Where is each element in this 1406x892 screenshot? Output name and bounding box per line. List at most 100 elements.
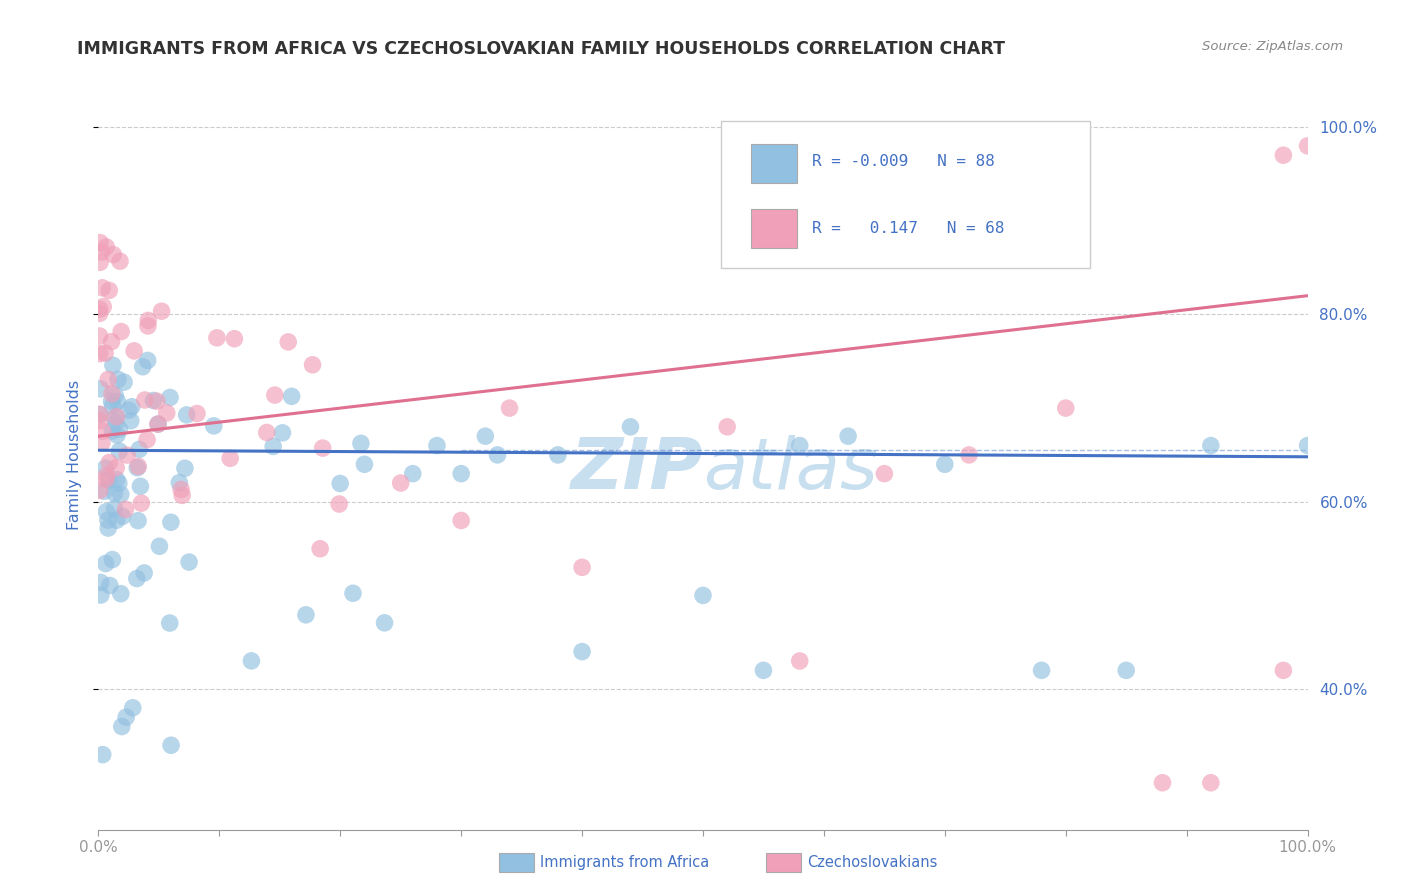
Point	[112, 375, 135, 389]
Point	[389, 476, 412, 491]
Point	[101, 386, 124, 401]
Point	[426, 439, 449, 453]
Point	[176, 408, 198, 422]
Point	[309, 541, 332, 556]
Point	[172, 488, 194, 502]
Point	[107, 394, 129, 409]
Point	[101, 399, 124, 413]
Point	[91, 300, 114, 314]
Point	[91, 425, 114, 439]
Text: Immigrants from Africa: Immigrants from Africa	[540, 855, 709, 870]
Point	[169, 475, 191, 490]
Point	[136, 433, 159, 447]
Point	[131, 496, 153, 510]
Point	[89, 306, 111, 320]
Point	[108, 476, 131, 491]
Point	[350, 436, 373, 450]
Point	[127, 460, 149, 475]
Point	[90, 588, 112, 602]
Point	[129, 479, 152, 493]
Point	[98, 578, 121, 592]
Point	[1152, 776, 1174, 790]
Point	[256, 425, 278, 440]
Point	[100, 394, 122, 409]
Point	[295, 607, 318, 622]
Point	[98, 456, 121, 470]
Point	[619, 419, 641, 434]
Point	[89, 483, 111, 498]
Point	[263, 388, 285, 402]
Point	[752, 664, 775, 678]
Point	[142, 393, 165, 408]
Point	[105, 460, 128, 475]
Point	[93, 484, 115, 499]
Point	[716, 419, 738, 434]
Point	[160, 739, 183, 753]
Point	[89, 347, 111, 361]
Point	[89, 235, 111, 250]
Point	[342, 586, 364, 600]
Point	[450, 467, 472, 481]
Point	[159, 615, 181, 630]
Point	[134, 392, 156, 407]
Point	[105, 428, 128, 442]
Text: Czechoslovakians: Czechoslovakians	[807, 855, 938, 870]
Point	[219, 451, 242, 466]
Text: R =   0.147   N = 68: R = 0.147 N = 68	[811, 221, 1004, 236]
Point	[1272, 148, 1295, 162]
Point	[1199, 439, 1222, 453]
Point	[128, 442, 150, 457]
Point	[262, 439, 284, 453]
Point	[127, 514, 149, 528]
Point	[1199, 776, 1222, 790]
Point	[104, 416, 127, 430]
Point	[97, 513, 120, 527]
Point	[104, 411, 127, 425]
Point	[89, 407, 111, 421]
Text: atlas: atlas	[703, 435, 877, 504]
Point	[94, 461, 117, 475]
Point	[571, 560, 593, 574]
Point	[957, 448, 980, 462]
Point	[498, 401, 520, 416]
FancyBboxPatch shape	[751, 144, 797, 183]
Point	[177, 555, 200, 569]
Text: IMMIGRANTS FROM AFRICA VS CZECHOSLOVAKIAN FAMILY HOUSEHOLDS CORRELATION CHART: IMMIGRANTS FROM AFRICA VS CZECHOSLOVAKIA…	[77, 40, 1005, 58]
Point	[121, 701, 143, 715]
Point	[402, 467, 425, 481]
Point	[131, 359, 153, 374]
Point	[301, 358, 323, 372]
Point	[1272, 664, 1295, 678]
Point	[97, 521, 120, 535]
Point	[96, 468, 118, 483]
Point	[101, 359, 124, 373]
Text: Source: ZipAtlas.com: Source: ZipAtlas.com	[1202, 40, 1343, 54]
Point	[136, 353, 159, 368]
Point	[186, 407, 208, 421]
Point	[122, 343, 145, 358]
Point	[94, 472, 117, 486]
Point	[1054, 401, 1077, 416]
Point	[224, 332, 246, 346]
Point	[1296, 439, 1319, 453]
Point	[104, 486, 127, 500]
Point	[136, 313, 159, 327]
Point	[111, 719, 134, 733]
Point	[97, 372, 120, 386]
Point	[89, 408, 111, 422]
Point	[277, 334, 299, 349]
Point	[328, 497, 350, 511]
Point	[97, 474, 120, 488]
Point	[89, 255, 111, 269]
Point	[136, 318, 159, 333]
Point	[148, 539, 170, 553]
Point	[1031, 664, 1053, 678]
Point	[111, 509, 134, 524]
Y-axis label: Family Households: Family Households	[67, 380, 83, 530]
Point	[115, 710, 138, 724]
Point	[118, 403, 141, 417]
Point	[789, 654, 811, 668]
Point	[146, 394, 169, 409]
Point	[170, 483, 193, 497]
Point	[91, 747, 114, 762]
